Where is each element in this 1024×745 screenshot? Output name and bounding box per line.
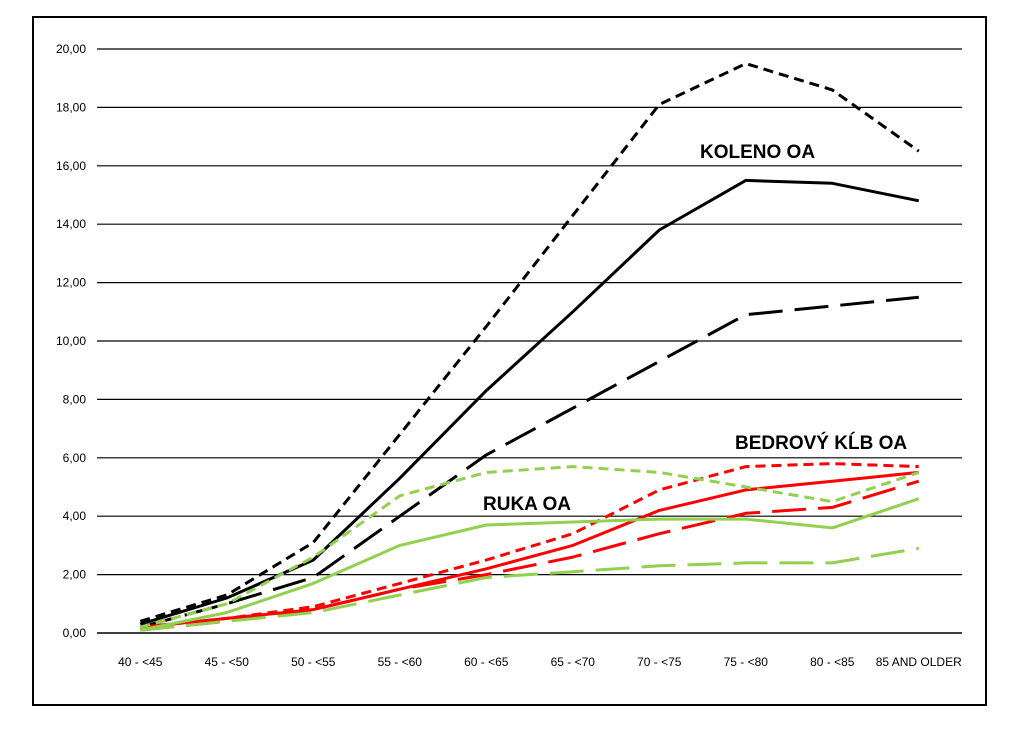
- y-tick-label: 2,00: [63, 568, 87, 582]
- x-tick-label: 65 - <70: [551, 655, 596, 669]
- y-tick-label: 20,00: [56, 42, 86, 56]
- x-tick-label: 70 - <75: [637, 655, 682, 669]
- series-line-6: [140, 479, 920, 632]
- annotation-koleno: KOLENO OA: [700, 142, 815, 163]
- y-tick-label: 18,00: [56, 100, 86, 114]
- x-tick-label: 50 - <55: [291, 655, 336, 669]
- y-tick-label: 12,00: [56, 276, 86, 290]
- x-tick-label: 75 - <80: [724, 655, 769, 669]
- grid-lines: [97, 48, 962, 634]
- x-tick-label: 60 - <65: [464, 655, 509, 669]
- y-axis-ticks: 0,00 2,00 4,00 6,00 8,00 10,00 12,00 14,00 16,00…: [56, 42, 86, 640]
- series-line-5: [140, 470, 919, 629]
- x-tick-label: 55 - <60: [378, 655, 423, 669]
- x-tick-label: 80 - <85: [810, 655, 855, 669]
- y-tick-label: 8,00: [63, 392, 87, 406]
- series-line-3: [139, 295, 919, 629]
- series-line-9: [140, 546, 920, 632]
- chart-frame: [32, 16, 987, 706]
- y-tick-label: 6,00: [63, 451, 87, 465]
- x-tick-label: 40 - <45: [118, 655, 163, 669]
- y-tick-label: 4,00: [63, 509, 87, 523]
- y-tick-label: 16,00: [56, 159, 86, 173]
- annotation-bedrovy: BEDROVÝ KĹB OA: [735, 432, 907, 454]
- series-line-7: [139, 465, 920, 629]
- series-line-2: [139, 178, 920, 626]
- x-tick-label: 85 AND OLDER: [876, 655, 962, 669]
- y-tick-label: 10,00: [56, 334, 86, 348]
- series-lines: [139, 62, 920, 632]
- y-tick-label: 14,00: [56, 217, 86, 231]
- y-tick-label: 0,00: [63, 626, 87, 640]
- x-axis-ticks: 40 - <45 45 - <50 50 - <55 55 - <60 60 - <65…: [118, 655, 962, 669]
- series-line-8: [140, 497, 920, 632]
- x-tick-label: 45 - <50: [205, 655, 250, 669]
- annotation-ruka: RUKA OA: [483, 494, 571, 515]
